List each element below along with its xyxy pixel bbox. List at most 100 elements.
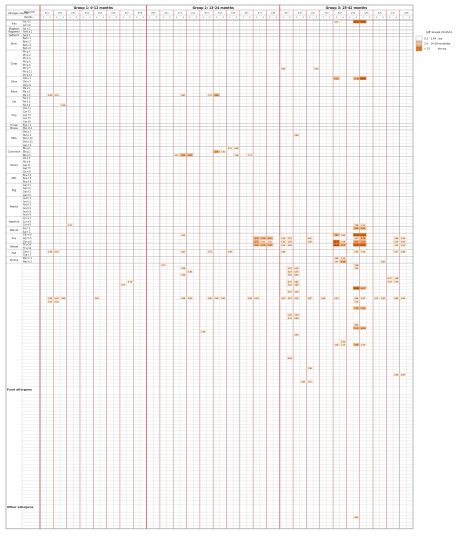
visit-number: 1 — [43, 17, 45, 19]
ige-value: 1.38 — [308, 368, 312, 370]
patient-id: #13 — [204, 13, 209, 15]
ige-cell — [393, 249, 400, 253]
ige-cell — [293, 266, 300, 270]
ige-cell — [339, 239, 347, 244]
visit-number: 1 — [189, 17, 191, 19]
ige-cell — [286, 289, 294, 293]
ige-value: 0.87 — [381, 261, 385, 263]
visit-number: 2 — [236, 17, 238, 19]
visit-label: Visit No. — [24, 16, 33, 19]
visit-number: 2 — [276, 17, 278, 19]
ige-cell — [279, 249, 287, 253]
allergen-component-label: Gal d 5 — [23, 194, 31, 197]
ige-cell — [333, 243, 340, 247]
allergen-source-label: Fish — [12, 252, 17, 255]
ige-cell — [259, 236, 267, 240]
allergen-component-label: Cla h 8 — [23, 170, 31, 173]
ige-value: 6.09 — [341, 245, 345, 247]
ige-value: 4.03 — [181, 155, 185, 157]
ige-value: 4.01 — [268, 238, 272, 240]
legend-label: low — [438, 36, 442, 40]
ige-value: 0.49 — [295, 285, 299, 287]
ige-cell — [279, 66, 287, 70]
ige-value: 1.34 — [235, 155, 239, 157]
allergen-source-label: Cat — [12, 101, 16, 104]
ige-cell — [66, 223, 74, 227]
allergen-source-label: Wheat — [10, 245, 18, 248]
ige-cell — [353, 223, 360, 227]
ige-cell — [313, 66, 320, 70]
ige-value: 3.59 — [355, 345, 359, 347]
ige-cell — [213, 149, 220, 154]
ige-cell — [179, 153, 187, 157]
ige-cell — [339, 243, 347, 247]
ige-value: 3.08 — [288, 245, 292, 247]
patient-id: #08 — [138, 13, 143, 15]
ige-cell — [253, 236, 260, 240]
ige-value: 2.13 — [175, 155, 179, 157]
ige-value: 0.41 — [181, 95, 185, 97]
allergen-component-label: Gly m 6 — [23, 240, 32, 243]
ige-cell — [266, 236, 274, 240]
allergen-component-label: Cyp c 1 — [23, 254, 32, 257]
ige-cell — [373, 296, 380, 300]
ige-cells: 0.71 28.10 33.36 0.60 0.58 5.26 12.48 16.20 0.38… — [46, 20, 407, 519]
ige-value: 7.87 — [335, 235, 339, 237]
allergen-source-label: Mite — [11, 137, 17, 140]
ige-value: 16.48 — [334, 245, 339, 247]
ige-value: 0.42 — [355, 517, 359, 519]
allergen-component-label: Jug r 2 — [22, 230, 31, 233]
patient-id: #25 — [364, 13, 369, 15]
visit-number: 1 — [216, 17, 218, 19]
ige-value: 0.88 — [235, 148, 239, 150]
visit-number: 2 — [196, 17, 198, 19]
ige-cell — [319, 296, 327, 300]
allergen-source-label: Birch — [11, 42, 18, 45]
ige-cell — [339, 343, 347, 347]
ige-cell — [246, 153, 254, 157]
ige-value: 0.44 — [61, 298, 65, 300]
ige-cell — [120, 283, 127, 287]
ige-value: 29.48 — [354, 235, 359, 237]
ige-value: 1.94 — [355, 225, 359, 227]
patient-id: #18 — [271, 13, 276, 15]
allergen-component-label: Bla g 5 — [23, 154, 31, 157]
allergen-component-label: Ara h 6 — [23, 207, 32, 210]
section-header: Food allergens — [7, 387, 32, 391]
ige-cell — [213, 93, 220, 97]
allergen-component-label: Phl p 5 — [23, 61, 31, 64]
ige-cell — [206, 249, 214, 253]
allergen-component-label: Bla g 2 — [23, 150, 31, 153]
visit-number: 2 — [169, 17, 171, 19]
ige-cell — [286, 313, 294, 317]
ige-cell — [359, 223, 367, 227]
visit-number: 1 — [136, 17, 138, 19]
ige-value: 2.88 — [335, 258, 339, 260]
ige-cell — [339, 233, 347, 237]
ige-value: 0.57 — [388, 278, 392, 280]
group-header: Group 1: 0-12 months — [74, 6, 113, 10]
ige-cell — [333, 239, 340, 244]
ige-value: 3.74 — [261, 238, 265, 240]
allergen-component-label: Lep d 2 — [23, 144, 32, 147]
ige-value: 0.40 — [255, 298, 259, 300]
ige-value: 3.20 — [281, 245, 285, 247]
ige-value: 0.71 — [335, 22, 339, 24]
allergen-component-label: Act d 1 — [23, 21, 31, 24]
ige-value: 1.61 — [288, 238, 292, 240]
ige-value: 0.87 — [308, 298, 312, 300]
visit-number: 1 — [376, 17, 378, 19]
ige-value: 0.78 — [228, 251, 232, 253]
ige-cell — [286, 243, 294, 247]
ige-cell — [293, 133, 300, 137]
ige-cell — [393, 236, 400, 240]
legend-label: moderate — [438, 42, 451, 46]
ige-cell — [399, 373, 407, 377]
allergen-component-label: Cor a 9 — [23, 224, 31, 227]
ige-value: 1.01 — [281, 241, 285, 243]
ige-cell — [339, 256, 347, 260]
ige-cell — [306, 366, 313, 370]
ige-cell — [293, 313, 300, 317]
ige-cell — [226, 249, 234, 253]
allergen-component-label: Alt a 6 — [23, 160, 31, 163]
